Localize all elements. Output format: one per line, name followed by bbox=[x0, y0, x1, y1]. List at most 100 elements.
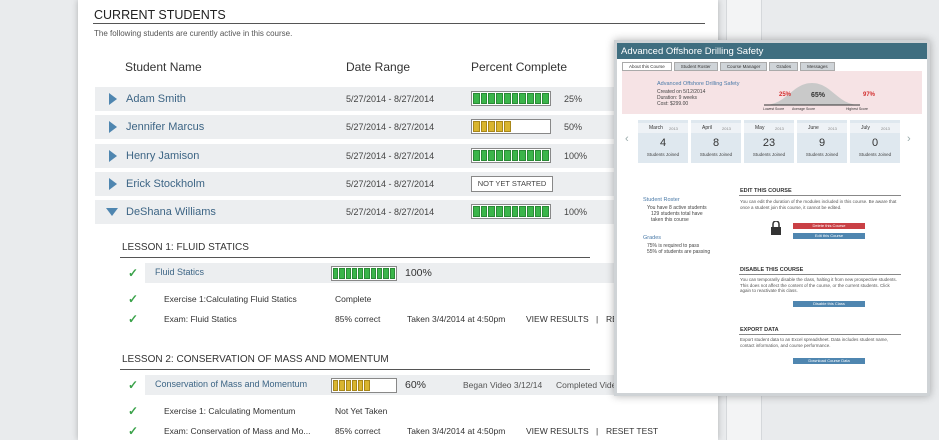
item-cell: Not Yet Taken bbox=[335, 406, 388, 416]
date-range: 5/27/2014 - 8/27/2014 bbox=[346, 122, 435, 133]
count-label: Students Joined bbox=[646, 152, 680, 157]
count: 23 bbox=[762, 137, 776, 149]
prev-arrow[interactable]: ‹ bbox=[625, 133, 629, 145]
percent: 100% bbox=[564, 207, 588, 218]
section-title: EXPORT DATA bbox=[740, 327, 779, 333]
bar-segment bbox=[383, 380, 389, 391]
grades-title[interactable]: Grades bbox=[643, 235, 662, 241]
percent: 100% bbox=[564, 150, 588, 161]
bar-segment bbox=[526, 93, 534, 104]
next-arrow[interactable]: › bbox=[907, 133, 911, 145]
bar-segment bbox=[370, 380, 377, 391]
roster-line: 129 students total have bbox=[651, 211, 703, 217]
lesson-title: LESSON 2: CONSERVATION OF MASS AND MOMEN… bbox=[122, 354, 389, 365]
student-name[interactable]: DeShana Williams bbox=[126, 206, 216, 219]
bar-segment bbox=[511, 93, 519, 104]
student-name[interactable]: Adam Smith bbox=[126, 93, 186, 105]
bar-segment bbox=[503, 206, 511, 218]
tab[interactable]: Student Roster bbox=[673, 62, 718, 71]
item-cell: 85% correct bbox=[335, 314, 381, 324]
item-cell: Complete bbox=[335, 294, 372, 304]
item-cell: Taken 3/4/2014 at 4:50pm bbox=[407, 426, 506, 436]
year: 2013 bbox=[669, 126, 678, 131]
progress-bar bbox=[331, 378, 397, 393]
expand-toggle[interactable] bbox=[109, 149, 117, 162]
divider bbox=[120, 257, 590, 258]
divider bbox=[739, 274, 901, 275]
roster-title[interactable]: Student Roster bbox=[643, 197, 680, 203]
disable-button[interactable]: Disable this Class bbox=[793, 301, 865, 307]
bar-segment bbox=[345, 268, 351, 279]
bar-segment bbox=[351, 268, 358, 279]
score-label: Highest Score bbox=[846, 107, 868, 111]
student-name[interactable]: Jennifer Marcus bbox=[126, 121, 205, 134]
student-row bbox=[95, 115, 700, 140]
expand-toggle[interactable] bbox=[106, 208, 118, 217]
delete-button[interactable]: Delete this Course bbox=[793, 223, 865, 229]
month: July bbox=[850, 123, 900, 133]
bar-segment bbox=[526, 121, 534, 133]
bar-segment bbox=[519, 149, 526, 161]
date-range: 5/27/2014 - 8/27/2014 bbox=[346, 94, 435, 104]
year: 2013 bbox=[828, 126, 837, 131]
bar-segment bbox=[473, 121, 480, 133]
bar-segment bbox=[480, 93, 488, 104]
bar-segment bbox=[503, 149, 511, 161]
item-cell[interactable]: VIEW RESULTS bbox=[526, 426, 589, 436]
progress-bar bbox=[471, 147, 551, 163]
expand-toggle[interactable] bbox=[109, 177, 117, 190]
module-name[interactable]: Fluid Statics bbox=[155, 267, 205, 277]
item-cell: Exam: Fluid Statics bbox=[164, 314, 237, 324]
bar-segment bbox=[364, 380, 370, 391]
bar-segment bbox=[339, 380, 345, 391]
item-cell: | bbox=[596, 426, 599, 436]
bar-segment bbox=[511, 121, 519, 133]
bar-segment bbox=[526, 149, 534, 161]
bar-segment bbox=[480, 149, 488, 161]
title-bar bbox=[617, 43, 927, 59]
score-value: 65% bbox=[811, 92, 826, 99]
date-range: 5/27/2014 - 8/27/2014 bbox=[346, 178, 435, 189]
check: ✓ bbox=[128, 404, 139, 418]
tab[interactable]: About this Course bbox=[622, 62, 672, 71]
expand-toggle[interactable] bbox=[109, 121, 117, 134]
tab[interactable]: Grades bbox=[769, 62, 799, 71]
panel-title: Advanced Offshore Drilling Safety bbox=[621, 46, 764, 57]
bar-segment bbox=[534, 206, 542, 218]
progress-bar bbox=[471, 204, 551, 220]
bar-segment bbox=[377, 268, 383, 279]
grades-line: 75% is required to pass bbox=[647, 243, 700, 249]
count: 0 bbox=[871, 137, 879, 149]
check: ✓ bbox=[128, 292, 139, 306]
tab[interactable]: Course Manager bbox=[719, 62, 768, 71]
expand-toggle[interactable] bbox=[109, 93, 117, 105]
student-name[interactable]: Henry Jamison bbox=[126, 149, 200, 162]
bar-segment bbox=[488, 206, 496, 218]
item-cell[interactable]: RESET TEST bbox=[606, 426, 659, 436]
month: March bbox=[638, 123, 688, 133]
grades-line: 55% of students are passing bbox=[647, 249, 711, 255]
section-title: DISABLE THIS COURSE bbox=[740, 267, 804, 273]
date-range: 5/27/2014 - 8/27/2014 bbox=[346, 150, 435, 161]
bar-segment bbox=[480, 121, 488, 133]
section-text: You can edit the duration of the modules… bbox=[740, 199, 897, 210]
bar-segment bbox=[519, 93, 526, 104]
divider bbox=[739, 195, 901, 196]
student-name[interactable]: Erick Stockholm bbox=[126, 177, 205, 190]
item-cell[interactable]: VIEW RESULTS bbox=[526, 314, 589, 324]
bar-segment bbox=[370, 268, 377, 279]
download-button[interactable]: Download Course Data bbox=[793, 358, 865, 364]
edit-button[interactable]: Edit this Course bbox=[793, 233, 865, 239]
bar-segment bbox=[488, 93, 496, 104]
count: 9 bbox=[818, 137, 826, 149]
module-name[interactable]: Conservation of Mass and Momentum bbox=[155, 379, 308, 389]
bar-segment bbox=[542, 206, 550, 218]
student-row bbox=[95, 87, 700, 111]
tab[interactable]: Messages bbox=[800, 62, 835, 71]
bar-segment bbox=[488, 121, 496, 133]
module-row bbox=[145, 375, 695, 395]
year: 2013 bbox=[881, 126, 890, 131]
year: 2013 bbox=[775, 126, 784, 131]
roster-line: You have 8 active students bbox=[647, 205, 707, 211]
bar-segment bbox=[496, 93, 503, 104]
